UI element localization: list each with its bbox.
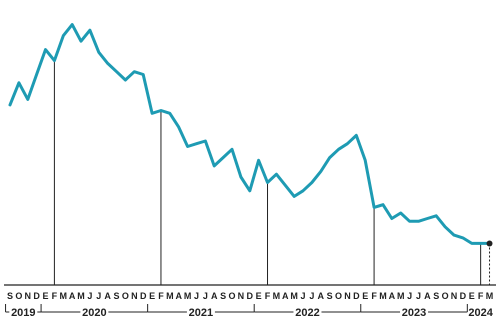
month-tick-label: A [282, 291, 289, 301]
month-tick-label: N [451, 291, 458, 301]
month-tick-label: O [122, 291, 129, 301]
month-tick-label: S [433, 291, 439, 301]
month-tick-label: S [220, 291, 226, 301]
month-tick-label: O [15, 291, 22, 301]
month-tick-label: J [194, 291, 199, 301]
month-tick-label: J [87, 291, 92, 301]
month-tick-label: F [478, 291, 484, 301]
month-tick-label: M [166, 291, 174, 301]
month-tick-label: D [353, 291, 360, 301]
month-tick-label: D [460, 291, 467, 301]
month-tick-label: S [327, 291, 333, 301]
month-tick-label: M [486, 291, 494, 301]
month-tick-label: J [407, 291, 412, 301]
month-tick-label: N [344, 291, 351, 301]
month-tick-label: F [52, 291, 58, 301]
month-tick-label: M [397, 291, 405, 301]
month-tick-label: D [33, 291, 40, 301]
year-label: 2024 [468, 307, 493, 319]
month-tick-label: N [131, 291, 138, 301]
month-tick-label: E [469, 291, 475, 301]
month-tick-label: E [362, 291, 368, 301]
month-tick-label: D [140, 291, 147, 301]
month-tick-label: M [184, 291, 192, 301]
month-tick-label: J [301, 291, 306, 301]
month-tick-label: A [318, 291, 325, 301]
month-tick-label: M [379, 291, 387, 301]
month-tick-label: O [335, 291, 342, 301]
month-tick-label: E [43, 291, 49, 301]
month-tick-label: M [273, 291, 281, 301]
year-label: 2019 [11, 307, 35, 319]
month-tick-label: A [389, 291, 396, 301]
month-tick-label: O [228, 291, 235, 301]
month-tick-label: J [203, 291, 208, 301]
month-tick-label: J [96, 291, 101, 301]
month-tick-label: E [256, 291, 262, 301]
month-tick-label: N [25, 291, 32, 301]
month-tick-label: A [104, 291, 111, 301]
month-tick-label: S [114, 291, 120, 301]
month-tick-label: F [158, 291, 164, 301]
month-tick-label: J [416, 291, 421, 301]
month-tick-label: F [371, 291, 377, 301]
month-tick-label: M [60, 291, 68, 301]
series-line [8, 23, 491, 245]
month-tick-label: S [7, 291, 13, 301]
month-tick-label: A [175, 291, 182, 301]
month-tick-label: N [238, 291, 245, 301]
year-label: 2022 [295, 307, 319, 319]
february-markers [53, 60, 482, 285]
month-tick-label: E [149, 291, 155, 301]
year-label: 2021 [189, 307, 213, 319]
month-tick-label: D [247, 291, 254, 301]
month-tick-label: A [211, 291, 218, 301]
month-tick-label: M [290, 291, 298, 301]
year-axis: 2019 2020 2021 2022 2023 2024 [5, 304, 494, 319]
year-label: 2020 [82, 307, 106, 319]
month-tick-label: A [69, 291, 76, 301]
month-tick-label: M [77, 291, 85, 301]
month-tick-label: F [265, 291, 271, 301]
year-label: 2023 [402, 307, 426, 319]
month-tick-label: A [424, 291, 431, 301]
month-tick-label: O [442, 291, 449, 301]
month-tick-label: J [309, 291, 314, 301]
